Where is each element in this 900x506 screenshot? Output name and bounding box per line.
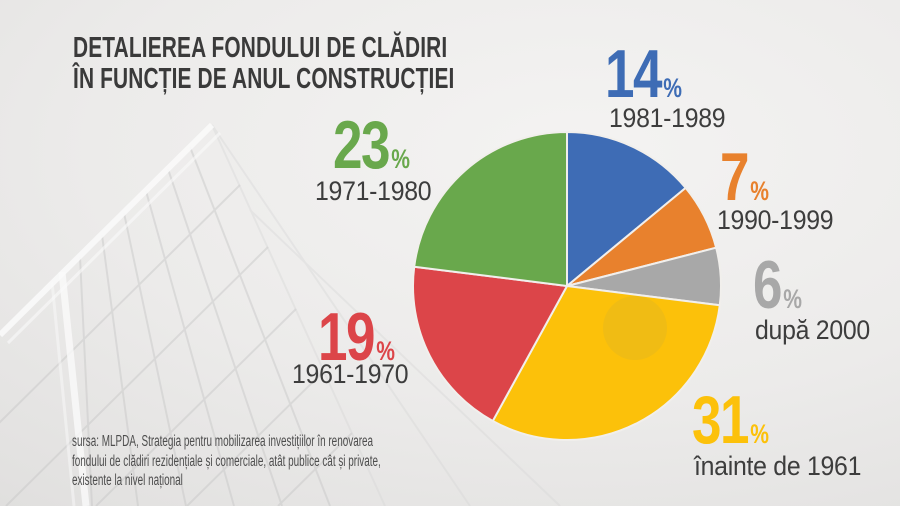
- pie-slice-1961-1970: [412, 265, 568, 422]
- period-label-inainte-1961: înainte de 1961: [694, 451, 862, 481]
- page-title: DETALIEREA FONDULUI DE CLĂDIRI ÎN FUNCȚI…: [73, 33, 454, 95]
- source-line-3: existente la nivel național: [72, 472, 183, 489]
- pie-slice-1971-1980: [413, 131, 568, 287]
- percent-sign: %: [783, 284, 803, 314]
- pie-chart: [412, 131, 723, 441]
- percent-sign: %: [376, 336, 395, 366]
- percent-value-1990-1999: 7%: [720, 139, 770, 215]
- source-line-1: sursa: MLPDA, Strategia pentru mobilizar…: [72, 433, 374, 450]
- percent-sign: %: [750, 176, 770, 206]
- title-line-2: ÎN FUNCȚIE DE ANUL CONSTRUCȚIEI: [73, 63, 455, 95]
- period-label-1990-1999: 1990-1999: [717, 205, 834, 235]
- title-line-1: DETALIEREA FONDULUI DE CLĂDIRI: [73, 32, 448, 64]
- percent-value-inainte-1961: 31%: [692, 382, 769, 458]
- period-label-1981-1989: 1981-1989: [609, 103, 726, 133]
- percent-value-1981-1989: 14%: [605, 36, 682, 112]
- watermark-circle: [603, 296, 667, 360]
- source-line-2: fondului de clădiri rezidențiale și come…: [72, 452, 381, 470]
- source-note: sursa: MLPDA, Strategia pentru mobilizar…: [72, 432, 381, 491]
- period-label-1971-1980: 1971-1980: [315, 176, 432, 206]
- percent-sign: %: [391, 144, 410, 174]
- period-label-dupa-2000: după 2000: [755, 315, 870, 345]
- period-label-1961-1970: 1961-1970: [292, 359, 409, 389]
- percent-sign: %: [663, 73, 682, 103]
- percent-sign: %: [750, 419, 769, 449]
- percent-value-1961-1970: 19%: [318, 299, 395, 375]
- percent-value-1971-1980: 23%: [333, 107, 410, 183]
- percent-value-dupa-2000: 6%: [753, 247, 803, 323]
- pie-slice-înainte-de-1961: [491, 285, 721, 441]
- pie-slice-1981-1989: [566, 131, 687, 287]
